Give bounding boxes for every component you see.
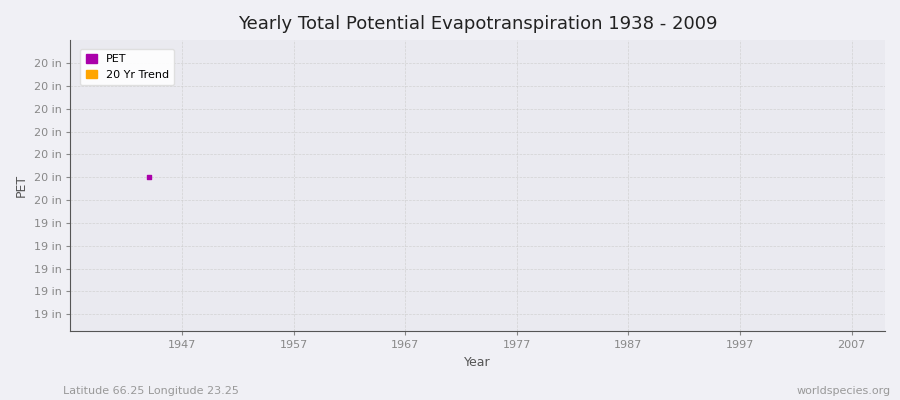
Text: Latitude 66.25 Longitude 23.25: Latitude 66.25 Longitude 23.25 bbox=[63, 386, 238, 396]
X-axis label: Year: Year bbox=[464, 356, 491, 369]
Point bbox=[141, 174, 156, 180]
Text: worldspecies.org: worldspecies.org bbox=[796, 386, 891, 396]
Legend: PET, 20 Yr Trend: PET, 20 Yr Trend bbox=[80, 48, 175, 86]
Y-axis label: PET: PET bbox=[15, 174, 28, 197]
Title: Yearly Total Potential Evapotranspiration 1938 - 2009: Yearly Total Potential Evapotranspiratio… bbox=[238, 15, 717, 33]
